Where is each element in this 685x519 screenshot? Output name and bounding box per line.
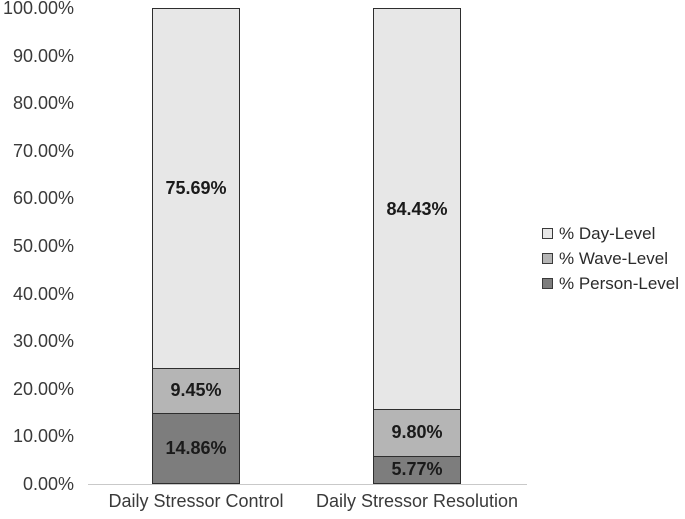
y-tick-label: 80.00%: [12, 93, 74, 114]
legend: % Day-Level % Wave-Level % Person-Level: [542, 223, 679, 298]
x-axis-line: [88, 484, 527, 485]
segment-day-level: 75.69%: [153, 9, 239, 368]
bar-daily-stressor-resolution: 84.43% 9.80% 5.77%: [373, 8, 461, 484]
category-label-daily-stressor-resolution: Daily Stressor Resolution: [315, 491, 519, 511]
segment-value-label: 14.86%: [165, 437, 227, 458]
y-tick-label: 10.00%: [12, 426, 74, 447]
segment-wave-level: 9.80%: [374, 409, 460, 456]
legend-item-label: % Day-Level: [559, 223, 656, 243]
segment-value-label: 75.69%: [165, 177, 227, 198]
segment-value-label: 9.80%: [391, 422, 443, 443]
y-tick-label: 50.00%: [12, 236, 74, 256]
y-tick-label: 20.00%: [12, 378, 74, 399]
segment-day-level: 84.43%: [374, 9, 460, 410]
y-tick-label: 30.00%: [12, 331, 74, 352]
legend-swatch: [542, 253, 553, 264]
segment-value-label: 5.77%: [391, 459, 443, 480]
segment-value-label: 9.45%: [170, 380, 222, 401]
category-label-daily-stressor-control: Daily Stressor Control: [108, 491, 284, 511]
legend-swatch: [542, 278, 553, 289]
legend-item: % Day-Level: [542, 223, 679, 244]
y-tick-label: 40.00%: [12, 283, 74, 304]
segment-person-level: 5.77%: [374, 455, 460, 483]
segment-wave-level: 9.45%: [153, 367, 239, 413]
y-tick-label: 60.00%: [12, 188, 74, 209]
segment-person-level: 14.86%: [153, 412, 239, 483]
bar-daily-stressor-control: 75.69% 9.45% 14.86%: [152, 8, 240, 484]
legend-item: % Person-Level: [542, 273, 679, 294]
y-tick-label: 70.00%: [12, 140, 74, 161]
legend-item: % Wave-Level: [542, 248, 679, 269]
legend-item-label: % Person-Level: [559, 273, 680, 293]
legend-swatch: [542, 228, 553, 239]
y-tick-label: 0.00%: [22, 474, 74, 494]
legend-item-label: % Wave-Level: [559, 248, 668, 268]
segment-value-label: 84.43%: [386, 198, 448, 219]
y-tick-label: 90.00%: [12, 45, 74, 66]
y-tick-label: 100.00%: [2, 0, 74, 18]
